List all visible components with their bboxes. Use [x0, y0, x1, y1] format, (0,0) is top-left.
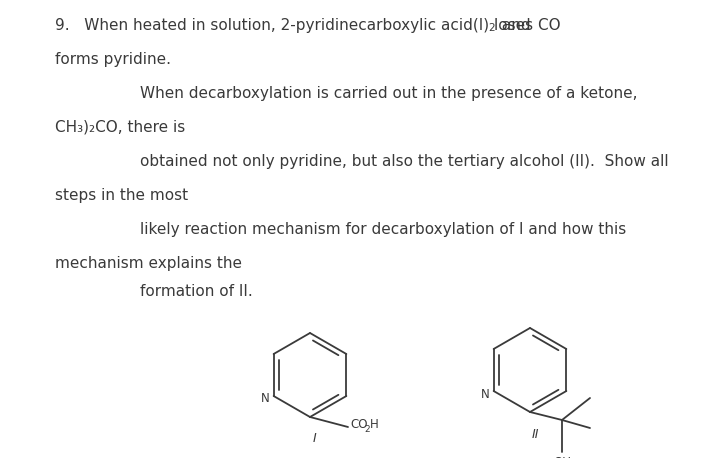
Text: obtained not only pyridine, but also the tertiary alcohol (II).  Show all: obtained not only pyridine, but also the…: [140, 154, 669, 169]
Text: formation of II.: formation of II.: [140, 284, 253, 299]
Text: H: H: [370, 419, 379, 431]
Text: likely reaction mechanism for decarboxylation of I and how this: likely reaction mechanism for decarboxyl…: [140, 222, 626, 237]
Text: forms pyridine.: forms pyridine.: [55, 52, 171, 67]
Text: 2: 2: [488, 23, 495, 33]
Text: 9.   When heated in solution, 2-pyridinecarboxylic acid(I) loses CO: 9. When heated in solution, 2-pyridineca…: [55, 18, 561, 33]
Text: N: N: [261, 393, 270, 405]
Text: N: N: [481, 387, 490, 400]
Text: mechanism explains the: mechanism explains the: [55, 256, 242, 271]
Text: CH₃)₂CO, there is: CH₃)₂CO, there is: [55, 120, 185, 135]
Text: and: and: [497, 18, 531, 33]
Text: steps in the most: steps in the most: [55, 188, 188, 203]
Text: II: II: [531, 427, 539, 441]
Text: 2: 2: [364, 425, 369, 435]
Text: I: I: [313, 432, 317, 446]
Text: CO: CO: [350, 419, 367, 431]
Text: When decarboxylation is carried out in the presence of a ketone,: When decarboxylation is carried out in t…: [140, 86, 637, 101]
Text: OH: OH: [553, 456, 571, 458]
